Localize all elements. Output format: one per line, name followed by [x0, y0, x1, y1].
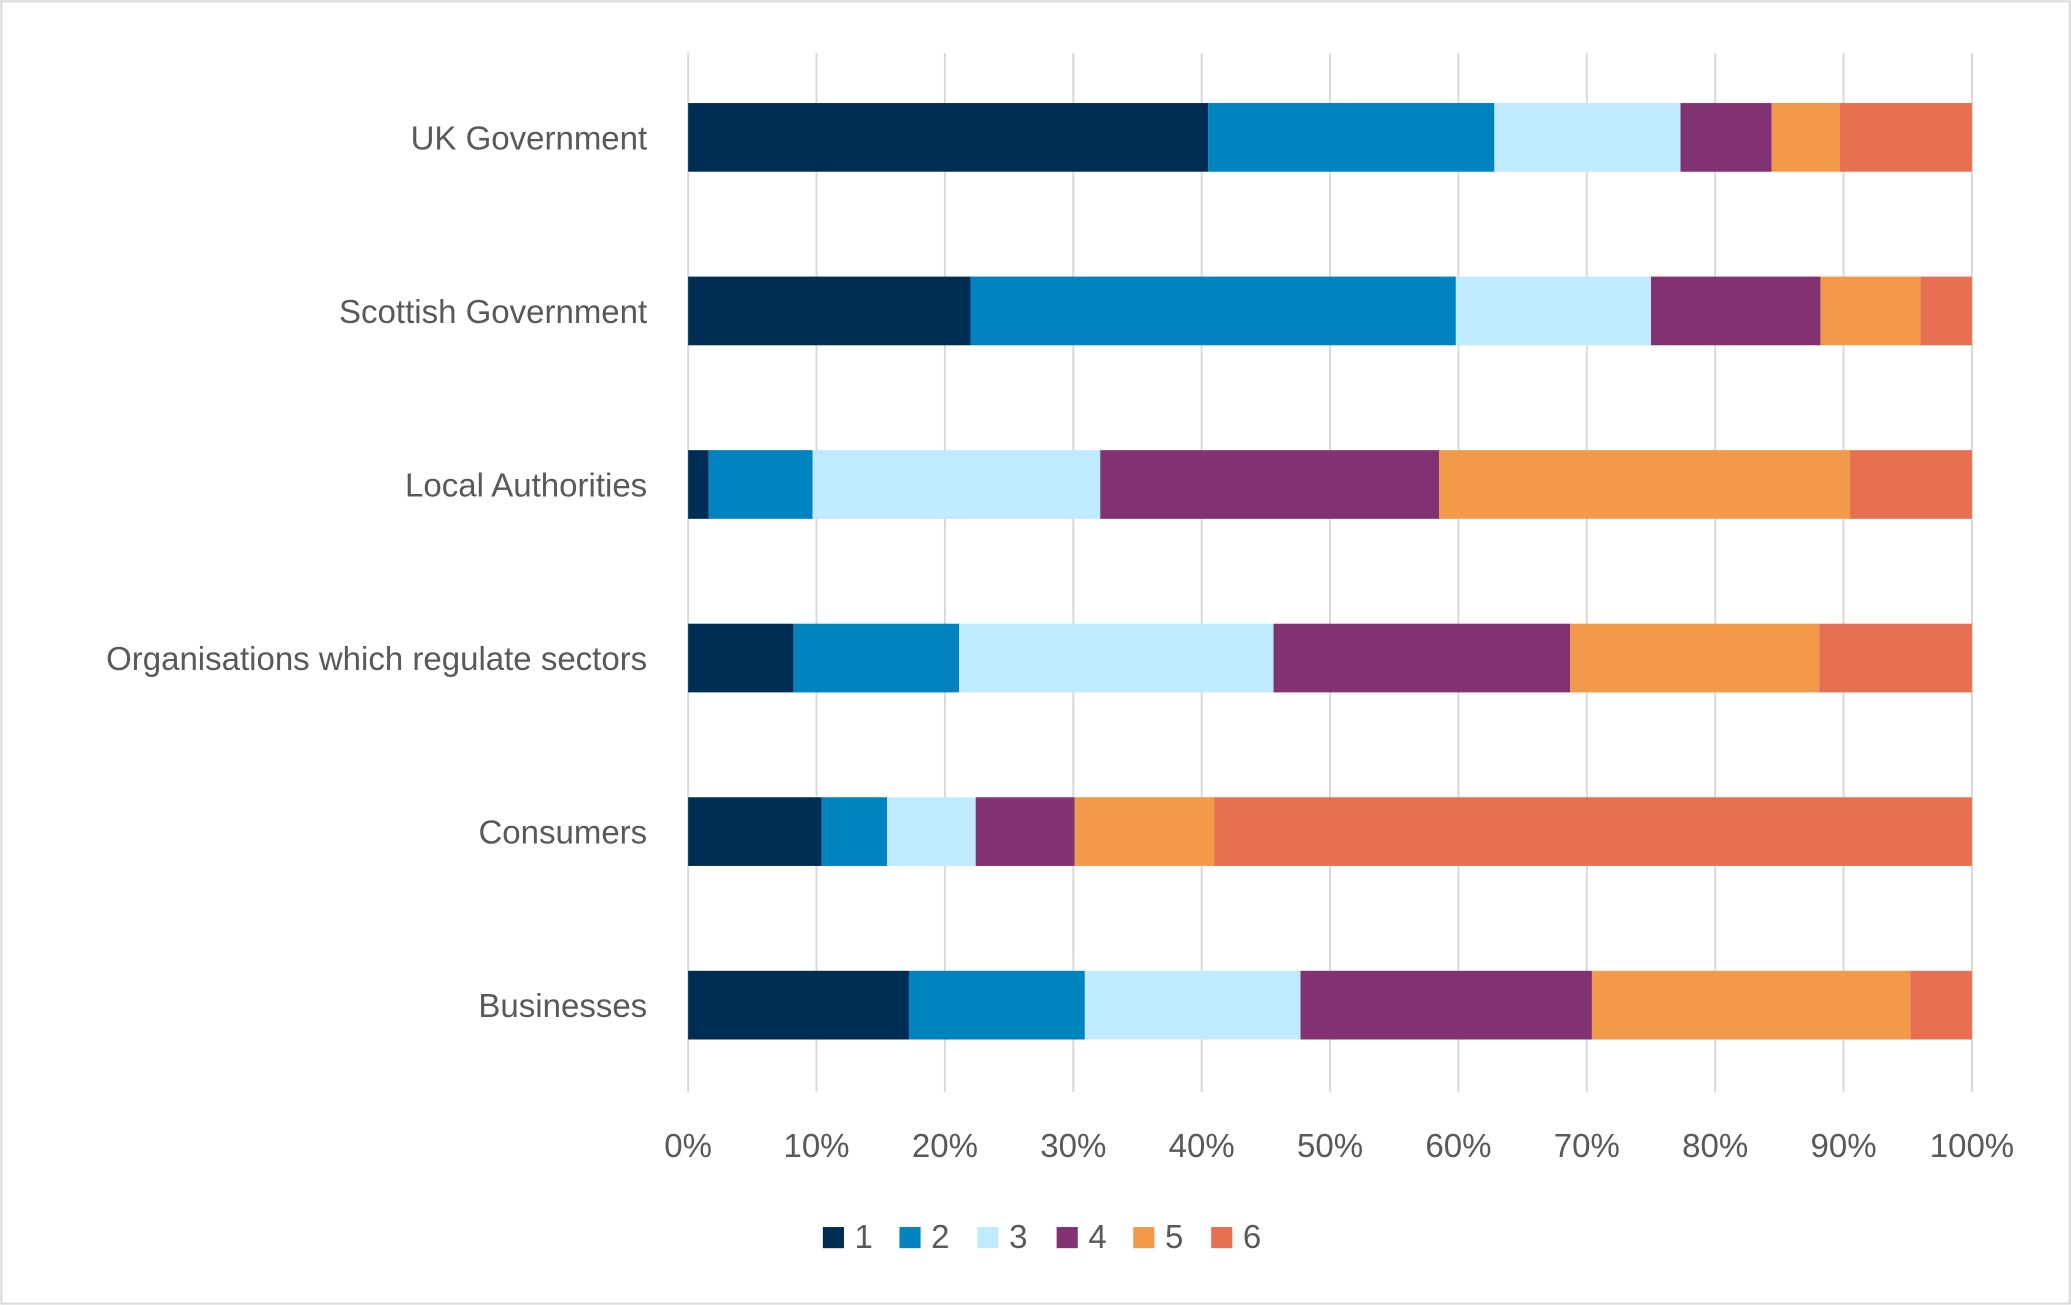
bar-segment-series-1	[688, 103, 1209, 172]
x-tick-label: 50%	[1297, 1127, 1363, 1164]
bar-segment-series-5	[1771, 103, 1840, 172]
bar-segment-series-4	[1680, 103, 1772, 172]
bar-segment-series-6	[1214, 797, 1972, 866]
x-tick-label: 100%	[1930, 1127, 2014, 1164]
legend-swatch	[899, 1227, 921, 1249]
bar-segment-series-6	[1910, 970, 1972, 1040]
category-label: Organisations which regulate sectors	[106, 640, 647, 677]
x-tick-label: 0%	[664, 1127, 712, 1164]
category-label: UK Government	[411, 119, 648, 156]
bar-segment-series-3	[887, 797, 976, 866]
bar-segment-series-2	[970, 276, 1456, 346]
bar-segment-series-3	[812, 450, 1101, 519]
bar-segment-series-5	[1820, 276, 1921, 346]
x-tick-label: 80%	[1682, 1127, 1748, 1164]
bar-segment-series-2	[708, 450, 813, 519]
legend-label: 4	[1088, 1218, 1106, 1255]
bar-segment-series-2	[908, 970, 1085, 1040]
x-tick-label: 70%	[1554, 1127, 1620, 1164]
bar-segment-series-5	[1074, 797, 1215, 866]
bar-segment-series-5	[1591, 970, 1911, 1040]
category-label: Scottish Government	[339, 293, 647, 330]
legend-label: 5	[1165, 1218, 1183, 1255]
bar-segment-series-4	[975, 797, 1075, 866]
category-label: Consumers	[478, 813, 647, 850]
legend-label: 2	[931, 1218, 949, 1255]
bar-segment-series-4	[1100, 450, 1440, 519]
bar-segment-series-3	[1494, 103, 1681, 172]
category-label: Local Authorities	[405, 466, 647, 503]
bar-segment-series-6	[1819, 623, 1972, 693]
x-tick-label: 40%	[1169, 1127, 1235, 1164]
bar-segment-series-4	[1650, 276, 1821, 346]
bar-segment-series-3	[959, 623, 1274, 693]
bar-segment-series-6	[1839, 103, 1972, 172]
bar-segment-series-4	[1273, 623, 1571, 693]
legend-swatch	[977, 1227, 999, 1249]
bar-segment-series-5	[1570, 623, 1820, 693]
bar-segment-series-2	[793, 623, 960, 693]
x-tick-label: 90%	[1811, 1127, 1877, 1164]
category-label: Businesses	[478, 987, 647, 1024]
bar-segment-series-2	[1208, 103, 1495, 172]
legend-label: 3	[1009, 1218, 1027, 1255]
bar-segment-series-1	[688, 623, 794, 693]
x-tick-label: 30%	[1040, 1127, 1106, 1164]
legend-swatch	[1056, 1227, 1078, 1249]
bar-segment-series-6	[1849, 450, 1972, 519]
bar-segment-series-1	[688, 797, 822, 866]
bar-segment-series-4	[1300, 970, 1592, 1040]
bar-segment-series-2	[821, 797, 888, 866]
bar-segment-series-1	[688, 450, 709, 519]
bar-segment-series-1	[688, 970, 909, 1040]
bar-segment-series-3	[1455, 276, 1651, 346]
legend-swatch	[1211, 1227, 1233, 1249]
x-tick-label: 10%	[783, 1127, 849, 1164]
x-tick-label: 60%	[1425, 1127, 1491, 1164]
x-tick-label: 20%	[912, 1127, 978, 1164]
bar-segment-series-6	[1920, 276, 1972, 346]
bar-segment-series-1	[688, 276, 971, 346]
bar-segment-series-5	[1439, 450, 1850, 519]
bar-segment-series-3	[1084, 970, 1301, 1040]
legend-swatch	[1133, 1227, 1155, 1249]
legend-label: 1	[855, 1218, 873, 1255]
legend-swatch	[822, 1227, 844, 1249]
legend-label: 6	[1243, 1218, 1261, 1255]
